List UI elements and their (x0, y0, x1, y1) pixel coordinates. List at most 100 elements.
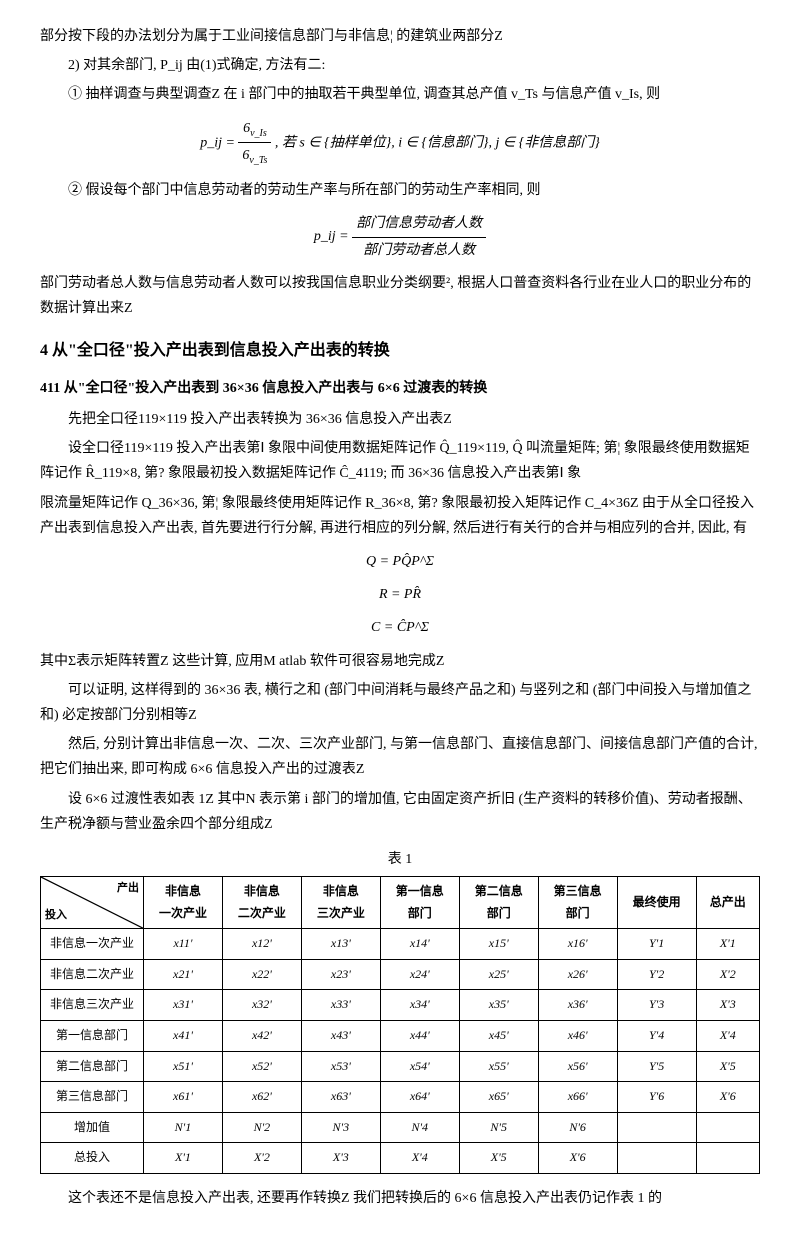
cell: Y'6 (617, 1082, 696, 1113)
formula-2: p_ij = 部门信息劳动者人数 部门劳动者总人数 (40, 211, 760, 262)
row-label: 第二信息部门 (41, 1051, 144, 1082)
cell: x66' (538, 1082, 617, 1113)
cell: x25' (459, 959, 538, 990)
s4-p1: 先把全口径119×119 投入产出表转换为 36×36 信息投入产出表Z (40, 407, 760, 432)
footer-p1: 这个表还不是信息投入产出表, 还要再作转换Z 我们把转换后的 6×6 信息投入产… (40, 1186, 760, 1211)
cell: Y'2 (617, 959, 696, 990)
table-1: 产出 投入 非信息一次产业 非信息二次产业 非信息三次产业 第一信息部门 第二信… (40, 876, 760, 1174)
cell: N'2 (222, 1112, 301, 1143)
cell (696, 1112, 759, 1143)
intro-p2: 2) 对其余部门, P_ij 由(1)式确定, 方法有二: (40, 53, 760, 78)
table-row: 增加值N'1N'2N'3N'4N'5N'6 (41, 1112, 760, 1143)
formula-c: C = ĈP^Σ (40, 615, 760, 640)
cell: X'2 (696, 959, 759, 990)
cell: x65' (459, 1082, 538, 1113)
cell: x55' (459, 1051, 538, 1082)
th-2: 非信息三次产业 (301, 877, 380, 929)
cell: X'6 (538, 1143, 617, 1174)
cell: X'1 (144, 1143, 223, 1174)
table-row: 非信息二次产业x21'x22'x23'x24'x25'x26'Y'2X'2 (41, 959, 760, 990)
cell: X'5 (696, 1051, 759, 1082)
s4-p5: 可以证明, 这样得到的 36×36 表, 横行之和 (部门中间消耗与最终产品之和… (40, 678, 760, 728)
formula-1: p_ij = 6v_Is 6v_Ts , 若 s ∈ {抽样单位}, i ∈ {… (40, 116, 760, 171)
table-row: 非信息三次产业x31'x32'x33'x34'x35'x36'Y'3X'3 (41, 990, 760, 1021)
th-7: 总产出 (696, 877, 759, 929)
cell: x54' (380, 1051, 459, 1082)
s4-p3: 限流量矩阵记作 Q_36×36, 第¦ 象限最终使用矩阵记作 R_36×8, 第… (40, 491, 760, 541)
cell: x35' (459, 990, 538, 1021)
cell: x56' (538, 1051, 617, 1082)
cell: X'6 (696, 1082, 759, 1113)
sub411-title: 411 从"全口径"投入产出表到 36×36 信息投入产出表与 6×6 过渡表的… (40, 376, 760, 401)
cell: x23' (301, 959, 380, 990)
cell: x52' (222, 1051, 301, 1082)
cell: x11' (144, 929, 223, 960)
intro-p4: ② 假设每个部门中信息劳动者的劳动生产率与所在部门的劳动生产率相同, 则 (40, 178, 760, 203)
cell: X'5 (459, 1143, 538, 1174)
table-row: 总投入X'1X'2X'3X'4X'5X'6 (41, 1143, 760, 1174)
th-3: 第一信息部门 (380, 877, 459, 929)
cell: N'4 (380, 1112, 459, 1143)
cell: Y'4 (617, 1021, 696, 1052)
f1-rden: v_Ts (249, 155, 267, 166)
cell: X'4 (380, 1143, 459, 1174)
cell (617, 1143, 696, 1174)
cell: X'3 (696, 990, 759, 1021)
section4-title: 4 从"全口径"投入产出表到信息投入产出表的转换 (40, 337, 760, 366)
cell: x41' (144, 1021, 223, 1052)
formula1-right: , 若 s ∈ {抽样单位}, i ∈ {信息部门}, j ∈ {非信息部门} (275, 135, 600, 150)
intro-p5: 部门劳动者总人数与信息劳动者人数可以按我国信息职业分类纲要², 根据人口普查资料… (40, 271, 760, 321)
row-label: 非信息三次产业 (41, 990, 144, 1021)
cell: x61' (144, 1082, 223, 1113)
diag-out: 产出 (117, 879, 139, 899)
cell: x32' (222, 990, 301, 1021)
row-label: 非信息一次产业 (41, 929, 144, 960)
s4-p7: 设 6×6 过渡性表如表 1Z 其中N 表示第 i 部门的增加值, 它由固定资产… (40, 787, 760, 837)
cell: x64' (380, 1082, 459, 1113)
s4-p2: 设全口径119×119 投入产出表第Ⅰ 象限中间使用数据矩阵记作 Q̂_119×… (40, 436, 760, 486)
th-4: 第二信息部门 (459, 877, 538, 929)
row-label: 非信息二次产业 (41, 959, 144, 990)
formula2-left: p_ij = (314, 229, 349, 244)
cell: Y'3 (617, 990, 696, 1021)
cell: x22' (222, 959, 301, 990)
cell: x13' (301, 929, 380, 960)
cell: x62' (222, 1082, 301, 1113)
cell: x46' (538, 1021, 617, 1052)
th-6: 最终使用 (617, 877, 696, 929)
s4-p6: 然后, 分别计算出非信息一次、二次、三次产业部门, 与第一信息部门、直接信息部门… (40, 732, 760, 782)
row-label: 第一信息部门 (41, 1021, 144, 1052)
th-5: 第三信息部门 (538, 877, 617, 929)
table-row: 第三信息部门x61'x62'x63'x64'x65'x66'Y'6X'6 (41, 1082, 760, 1113)
cell: x45' (459, 1021, 538, 1052)
formula-q: Q = PQ̂P^Σ (40, 549, 760, 574)
th-1: 非信息二次产业 (222, 877, 301, 929)
cell: x44' (380, 1021, 459, 1052)
cell (696, 1143, 759, 1174)
intro-p3: ① 抽样调查与典型调查Z 在 i 部门中的抽取若干典型单位, 调查其总产值 v_… (40, 82, 760, 107)
cell: x42' (222, 1021, 301, 1052)
cell: N'6 (538, 1112, 617, 1143)
cell: x43' (301, 1021, 380, 1052)
cell: N'5 (459, 1112, 538, 1143)
cell: Y'1 (617, 929, 696, 960)
cell: x36' (538, 990, 617, 1021)
cell: X'3 (301, 1143, 380, 1174)
th-0: 非信息一次产业 (144, 877, 223, 929)
row-label: 总投入 (41, 1143, 144, 1174)
f2-num: 部门信息劳动者人数 (352, 211, 486, 237)
table1-caption: 表 1 (40, 847, 760, 872)
cell: X'4 (696, 1021, 759, 1052)
table-row: 第二信息部门x51'x52'x53'x54'x55'x56'Y'5X'5 (41, 1051, 760, 1082)
cell: x24' (380, 959, 459, 990)
cell: x26' (538, 959, 617, 990)
cell: x33' (301, 990, 380, 1021)
diag-header: 产出 投入 (41, 877, 144, 929)
cell: x51' (144, 1051, 223, 1082)
cell: x16' (538, 929, 617, 960)
cell: x21' (144, 959, 223, 990)
cell: x63' (301, 1082, 380, 1113)
cell: x12' (222, 929, 301, 960)
table-row: 第一信息部门x41'x42'x43'x44'x45'x46'Y'4X'4 (41, 1021, 760, 1052)
row-label: 增加值 (41, 1112, 144, 1143)
